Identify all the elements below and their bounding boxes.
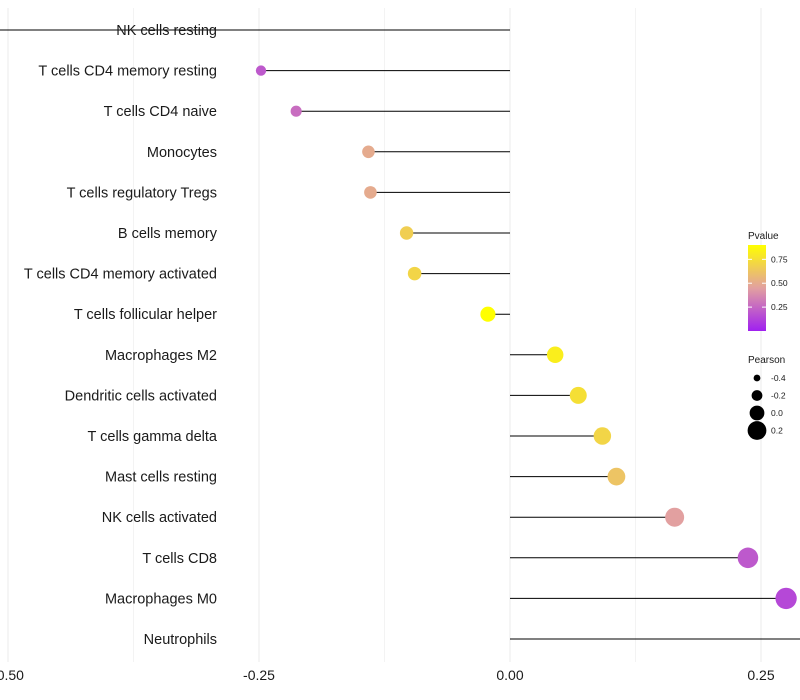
- pearson-legend: Pearson -0.4 -0.2 0.0 0.2: [747, 355, 786, 440]
- lollipop-point: [255, 65, 267, 76]
- grid-lines: [7, 8, 762, 662]
- x-axis-ticks: -0.50 -0.25 0.00 0.25: [0, 667, 775, 683]
- size-legend-dot: [747, 421, 767, 440]
- lollipop-point: [569, 386, 587, 404]
- category-label: T cells gamma delta: [88, 429, 218, 445]
- category-label: Neutrophils: [144, 632, 217, 648]
- category-label: T cells CD4 naive: [104, 104, 217, 120]
- category-label: Macrophages M2: [105, 348, 217, 364]
- x-tick-label: 0.25: [747, 667, 774, 683]
- colorbar-tick-label: 0.50: [771, 278, 788, 288]
- pvalue-legend: Pvalue 0.75 0.50 0.25: [748, 231, 788, 331]
- pearson-legend-title: Pearson: [748, 355, 785, 366]
- colorbar-tick-label: 0.25: [771, 302, 788, 312]
- category-label: T cells CD4 memory resting: [38, 64, 217, 80]
- category-label: T cells follicular helper: [74, 307, 217, 323]
- x-tick-label: -0.25: [243, 667, 275, 683]
- category-labels: NK cells resting T cells CD4 memory resti…: [24, 23, 218, 648]
- category-label: Macrophages M0: [105, 591, 217, 607]
- x-tick-label: -0.50: [0, 667, 24, 683]
- lollipop-point: [593, 427, 612, 445]
- lollipop-point: [407, 266, 422, 281]
- lollipop-point: [665, 507, 685, 527]
- size-legend-label: -0.2: [771, 391, 786, 401]
- lollipop-point: [399, 226, 414, 240]
- category-label: T cells CD8: [142, 551, 217, 567]
- category-label: Mast cells resting: [105, 470, 217, 486]
- lollipop-point: [362, 145, 375, 159]
- x-tick-label: 0.00: [496, 667, 523, 683]
- lollipop-point: [546, 346, 564, 364]
- category-label: B cells memory: [118, 226, 218, 242]
- category-label: T cells CD4 memory activated: [24, 267, 217, 283]
- pvalue-legend-title: Pvalue: [748, 231, 779, 242]
- lollipop-point: [290, 105, 302, 117]
- lollipop-point: [737, 547, 759, 569]
- size-legend-dot: [753, 374, 761, 382]
- size-legend-label: 0.2: [771, 426, 783, 436]
- category-label: Dendritic cells activated: [65, 388, 217, 404]
- lollipop-point: [775, 587, 797, 610]
- colorbar-tick-label: 0.75: [771, 254, 788, 264]
- lollipop-point: [607, 467, 626, 486]
- lollipop-point: [364, 186, 377, 199]
- lollipop-point: [480, 306, 496, 322]
- category-label: NK cells resting: [116, 23, 217, 39]
- lollipop-points: [255, 65, 797, 610]
- size-legend-label: 0.0: [771, 408, 783, 418]
- pvalue-colorbar: [748, 245, 766, 331]
- category-label: T cells regulatory Tregs: [67, 185, 217, 201]
- category-label: NK cells activated: [102, 510, 217, 526]
- size-legend-dot: [751, 390, 763, 401]
- category-label: Monocytes: [147, 145, 217, 161]
- size-legend-dot: [749, 405, 765, 421]
- size-legend-label: -0.4: [771, 373, 786, 383]
- lollipop-stems: [0, 29, 800, 640]
